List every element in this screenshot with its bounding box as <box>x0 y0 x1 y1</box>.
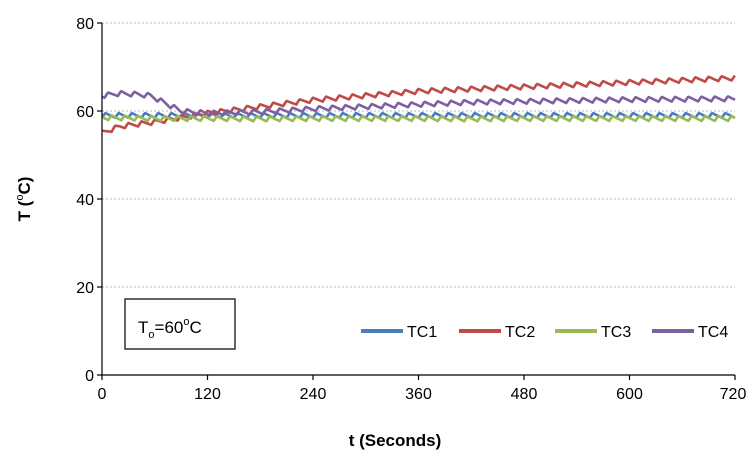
legend-item-tc2: TC2 <box>459 324 535 341</box>
x-tick-label: 0 <box>98 386 107 403</box>
gridlines <box>102 22 735 288</box>
x-tick-label: 480 <box>511 386 538 403</box>
y-tick-labels: 0 20 40 60 80 <box>76 16 94 385</box>
svg-text:To=60oC: To=60oC <box>138 316 202 341</box>
x-tick-label: 360 <box>405 386 432 403</box>
axes <box>97 22 736 380</box>
series-line-tc2 <box>101 74 736 134</box>
legend-label: TC4 <box>698 324 728 341</box>
x-tick-labels: 0 120 240 360 480 600 720 <box>98 386 747 403</box>
series-line-tc4 <box>101 89 736 117</box>
x-tick-label: 120 <box>194 386 221 403</box>
legend-item-tc4: TC4 <box>652 324 728 341</box>
x-tick-label: 600 <box>616 386 643 403</box>
x-axis-title: t (Seconds) <box>349 431 442 450</box>
legend-label: TC1 <box>407 324 437 341</box>
x-tick-label: 720 <box>720 386 747 403</box>
x-tick-label: 240 <box>300 386 327 403</box>
legend: TC1 TC2 TC3 TC4 <box>361 324 728 341</box>
y-tick-label: 60 <box>76 104 94 121</box>
y-axis-title: T (oC) <box>14 177 34 222</box>
series-line-tc3 <box>101 114 736 123</box>
legend-label: TC2 <box>505 324 535 341</box>
y-tick-label: 0 <box>85 368 94 385</box>
annotation-box: To=60oC <box>124 298 236 350</box>
legend-label: TC3 <box>601 324 631 341</box>
y-tick-label: 80 <box>76 16 94 33</box>
y-tick-label: 40 <box>76 192 94 209</box>
legend-item-tc3: TC3 <box>555 324 631 341</box>
series-lines <box>100 74 736 134</box>
y-tick-label: 20 <box>76 280 94 297</box>
legend-item-tc1: TC1 <box>361 324 437 341</box>
